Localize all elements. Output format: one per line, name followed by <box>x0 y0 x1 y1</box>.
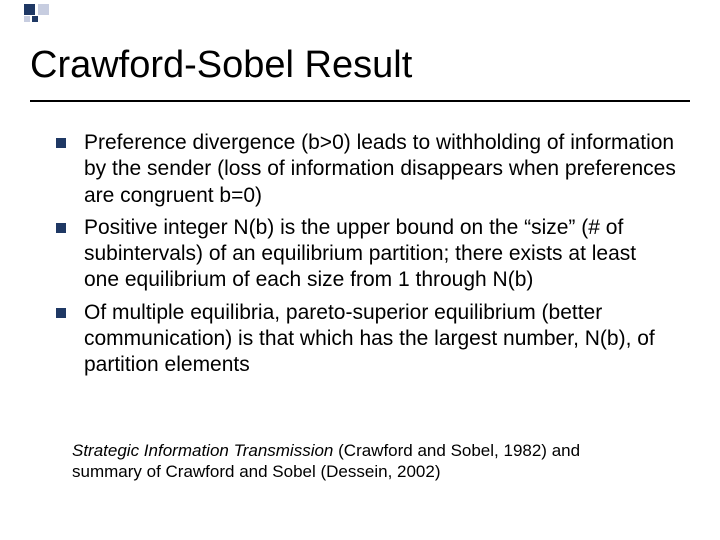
bullet-text: Of multiple equilibria, pareto-superior … <box>84 300 676 379</box>
square-bullet-icon <box>56 308 66 318</box>
accent-square <box>32 16 38 22</box>
slide-title: Crawford-Sobel Result <box>30 44 690 87</box>
bullet-list: Preference divergence (b>0) leads to wit… <box>56 130 676 384</box>
accent-square <box>38 4 49 15</box>
accent-bar <box>0 0 720 20</box>
accent-square <box>24 16 30 22</box>
slide: Crawford-Sobel Result Preference diverge… <box>0 0 720 540</box>
bullet-item: Positive integer N(b) is the upper bound… <box>56 215 676 294</box>
title-wrap: Crawford-Sobel Result <box>30 44 690 87</box>
bullet-text: Preference divergence (b>0) leads to wit… <box>84 130 676 209</box>
bullet-item: Of multiple equilibria, pareto-superior … <box>56 300 676 379</box>
bullet-text: Positive integer N(b) is the upper bound… <box>84 215 676 294</box>
square-bullet-icon <box>56 223 66 233</box>
footnote: Strategic Information Transmission (Craw… <box>72 440 652 483</box>
accent-square <box>24 4 35 15</box>
title-underline <box>30 100 690 102</box>
footnote-citation-title: Strategic Information Transmission <box>72 441 333 460</box>
bullet-item: Preference divergence (b>0) leads to wit… <box>56 130 676 209</box>
square-bullet-icon <box>56 138 66 148</box>
